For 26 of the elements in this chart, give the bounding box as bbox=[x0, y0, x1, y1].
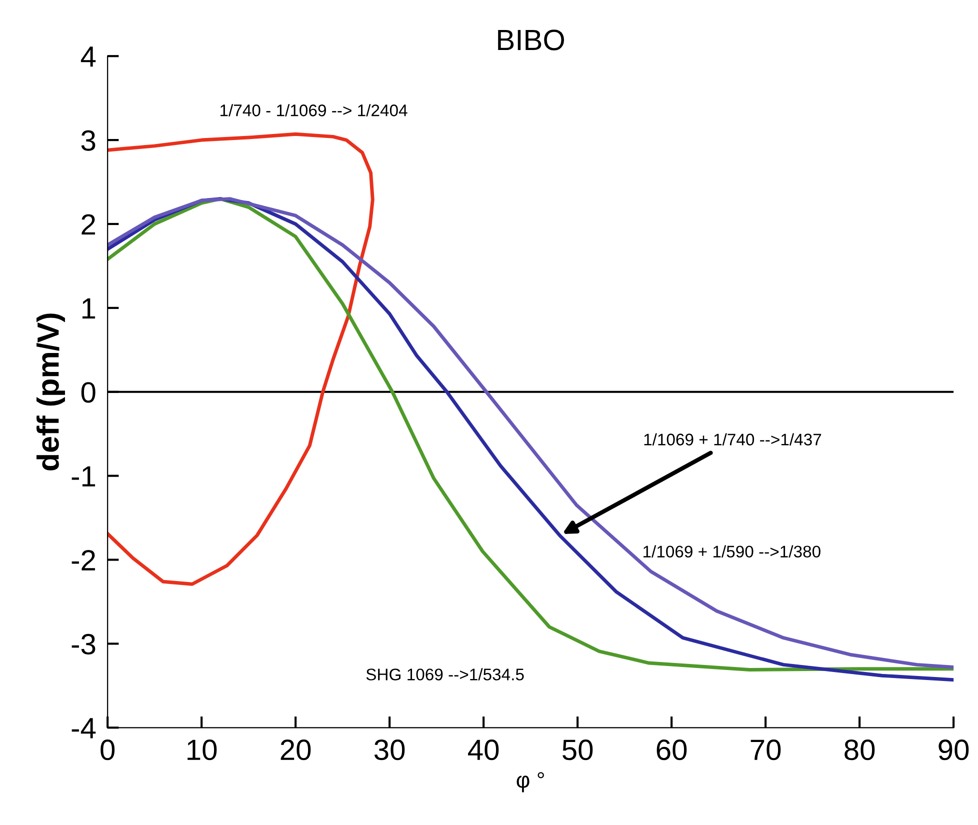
x-tick-label: 70 bbox=[750, 740, 781, 760]
x-tick-label: 80 bbox=[844, 740, 875, 760]
y-tick-label: -2 bbox=[72, 550, 96, 570]
y-axis-title: deff (pm/V) bbox=[36, 314, 65, 470]
y-tick-label: 2 bbox=[82, 214, 96, 235]
x-tick-label: 0 bbox=[100, 740, 115, 760]
chart-title: BIBO bbox=[498, 30, 564, 50]
y-tick-label: 0 bbox=[81, 382, 96, 403]
y-tick-label: 3 bbox=[81, 130, 96, 151]
y-tick-label: 1 bbox=[82, 298, 96, 318]
y-tick-label: 4 bbox=[80, 46, 96, 67]
annotation: 1/740 - 1/1069 --> 1/2404 bbox=[220, 104, 408, 116]
y-tick-label: -1 bbox=[72, 466, 96, 486]
x-axis-title: φ ° bbox=[516, 772, 544, 792]
y-tick-label: -4 bbox=[72, 718, 96, 738]
x-tick-label: 50 bbox=[562, 740, 593, 760]
x-tick-label: 90 bbox=[938, 740, 969, 760]
x-tick-label: 30 bbox=[374, 740, 405, 760]
x-tick-label: 40 bbox=[468, 740, 499, 760]
x-tick-label: 20 bbox=[280, 740, 311, 760]
annotation: 1/1069 + 1/740 -->1/437 bbox=[644, 433, 822, 446]
y-tick-label: -3 bbox=[72, 634, 96, 655]
annotation: SHG 1069 -->1/534.5 bbox=[366, 668, 524, 680]
x-tick-label: 60 bbox=[656, 740, 687, 760]
x-tick-label: 10 bbox=[188, 740, 217, 760]
annotation: 1/1069 + 1/590 -->1/380 bbox=[644, 545, 820, 558]
